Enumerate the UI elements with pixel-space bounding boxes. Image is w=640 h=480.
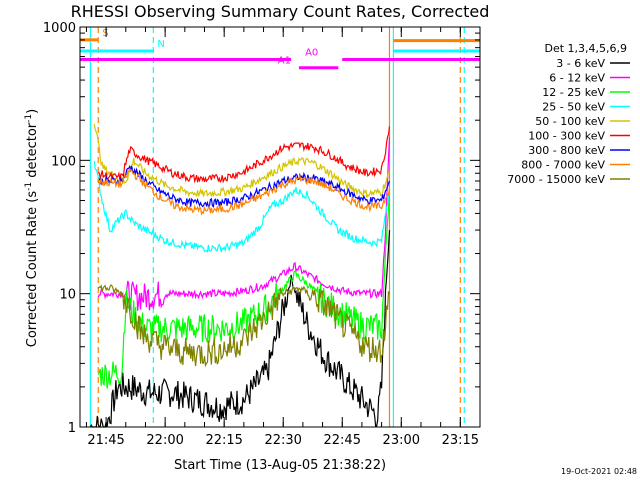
y-tick-label: 1000 — [43, 21, 76, 36]
series-line — [97, 167, 391, 216]
y-tick-label: 100 — [51, 154, 76, 169]
x-tick-label: 22:30 — [264, 433, 301, 448]
x-tick-label: 23:15 — [442, 433, 479, 448]
state-bar-label: A1 — [278, 56, 291, 67]
legend-label: 25 - 50 keV — [542, 101, 605, 114]
x-tick-label: 23:00 — [383, 433, 420, 448]
series-line — [93, 160, 391, 253]
legend-label: 7000 - 15000 keV — [507, 173, 605, 186]
series-line — [97, 189, 391, 389]
y-axis-label-main: Corrected Count Rate (s — [25, 191, 40, 348]
state-bar-label: A0 — [305, 48, 318, 59]
state-bar-label: S — [102, 28, 108, 39]
x-axis-label: Start Time (13-Aug-05 21:38:22) — [174, 458, 386, 473]
y-axis-label-mid: detector — [25, 122, 40, 182]
series-line — [97, 284, 391, 368]
chart-title: RHESSI Observing Summary Count Rates, Co… — [71, 2, 490, 21]
x-axis: 21:45 22:00 22:15 22:30 22:45 23:00 23:15 — [85, 27, 479, 448]
y-tick-label: 10 — [59, 288, 76, 303]
y-axis-label-sup1: -1 — [24, 182, 34, 191]
series-line — [89, 230, 391, 428]
legend-label: 300 - 800 keV — [528, 144, 605, 157]
x-tick-label: 22:00 — [146, 433, 183, 448]
state-bar-label: N — [157, 39, 164, 50]
series-line — [97, 136, 391, 311]
legend-label: 3 - 6 keV — [556, 57, 605, 70]
x-tick-label: 22:15 — [205, 433, 242, 448]
x-tick-label: 21:45 — [87, 433, 124, 448]
y-tick-label: 1 — [68, 421, 76, 436]
plot-frame — [79, 26, 481, 428]
legend-label: 100 - 300 keV — [528, 130, 605, 143]
generation-timestamp: 19-Oct-2021 02:48 — [561, 467, 637, 476]
legend-label: 6 - 12 keV — [549, 72, 605, 85]
y-axis-label-end: ) — [25, 109, 40, 114]
legend-header: Det 1,3,4,5,6,9 — [544, 42, 627, 55]
legend-label: 800 - 7000 keV — [521, 159, 605, 172]
y-axis-label-sup2: -1 — [24, 114, 34, 123]
series-line — [93, 123, 390, 198]
y-axis-label: Corrected Count Rate (s-1 detector-1) — [24, 109, 40, 347]
plot-area: S N A0 A1 — [80, 27, 480, 428]
y-axis: 1 10 100 1000 — [43, 21, 480, 436]
legend-label: 50 - 100 keV — [535, 115, 605, 128]
series-line — [98, 126, 391, 184]
x-tick-label: 22:45 — [324, 433, 361, 448]
legend-label: 12 - 25 keV — [542, 86, 605, 99]
